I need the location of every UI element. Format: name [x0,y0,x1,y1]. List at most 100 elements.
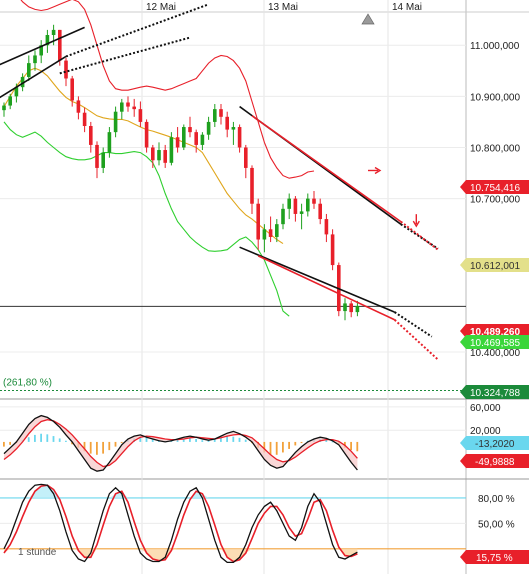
candle-body [27,63,31,77]
macd-histogram-bar [238,437,241,442]
trendline-extension [393,319,439,361]
price-tag-label: 10.324,788 [470,388,520,399]
date-label: 13 Mai [268,2,298,13]
macd-tick-label: 60,000 [470,403,501,414]
macd-histogram-bar [263,441,266,453]
candle-body [126,102,130,107]
candle-body [206,121,211,135]
candle-body [268,229,273,237]
candle-body [151,147,155,161]
price-tag-label: 10.469,585 [470,338,520,349]
macd-histogram-bar [102,441,104,454]
candle-body [287,198,291,209]
price-tag [460,180,529,194]
macd-histogram-bar [244,439,247,442]
macd-histogram-bar [226,436,228,442]
candle-body [132,106,136,110]
stochastic-oversold-fill [4,548,358,562]
price-tick-label: 10.800,000 [470,143,520,154]
trendline-extension [65,3,209,58]
candle-body [299,211,304,214]
price-tag [460,385,529,399]
trendline-extension [59,36,191,75]
candle-body [2,105,6,111]
arrow-right-icon [374,166,382,175]
candle-body [113,111,118,133]
macd-histogram-bar [201,440,204,442]
candle-body [20,76,25,88]
fib-extension-label: (261,80 %) [3,377,52,388]
overlay-bollinger-lower [3,121,290,317]
candle-body [8,96,12,106]
price-tag [460,335,529,349]
candle-body [33,55,37,64]
candle-body [312,198,316,204]
macd-tick-label: 20,000 [470,426,501,437]
candle-body [281,208,285,225]
macd-histogram-bar [331,441,334,443]
macd-histogram-bar [89,441,92,454]
trendline [257,255,395,321]
macd-histogram-bar [71,441,73,445]
candle-body [225,116,229,130]
candle-body [250,167,254,204]
candle-body [237,127,242,148]
macd-histogram-bar [46,434,49,442]
candle-body [182,127,186,148]
overlay-moving-average [3,67,284,245]
macd-histogram-bar [96,441,98,455]
trendline [239,246,395,313]
macd-value-tag [460,454,529,468]
candle-body [306,198,310,212]
macd-histogram-bar [120,441,123,444]
timeframe-label: 1 stunde [18,547,57,558]
candle-body [343,303,347,312]
candle-body [89,126,93,145]
macd-histogram-bar [9,441,11,445]
macd-value-tag [460,436,529,450]
stochastic-overbought-fill [4,485,358,498]
trendline [251,115,402,223]
stochastic-value-label: 15,75 % [476,553,513,564]
overlay-bollinger-upper [20,0,315,179]
scroll-marker-icon[interactable] [361,13,375,25]
price-tick-label: 10.400,000 [470,348,520,359]
macd-value-label: -49,9888 [475,457,515,468]
candle-body [64,60,68,79]
price-tag-label: 10.612,001 [470,261,520,272]
price-tick-label: 11.000,000 [470,41,520,52]
trendline-extension [400,223,439,250]
price-tag [460,324,529,338]
macd-histogram-bar [3,441,5,447]
trendline [0,26,85,66]
macd-value-label: -13,2020 [475,439,515,450]
macd-histogram-bar [139,437,142,442]
macd-signal-line [3,419,358,468]
candle-body [45,35,50,46]
candle-body [101,152,105,168]
candle-body [213,109,217,122]
candle-body [188,127,192,133]
trendline-extension [394,311,433,338]
candle-body [324,219,329,235]
candle-body [14,87,19,97]
candle-body [39,45,43,56]
macd-histogram-bar [40,433,42,442]
candle-body [200,134,205,145]
price-tick-label: 10.700,000 [470,195,520,206]
candle-body [157,150,161,161]
macd-histogram-bar [350,441,352,451]
macd-histogram-bar [325,439,328,442]
macd-histogram-bar [269,441,272,455]
trendline [0,55,67,99]
macd-histogram-bar [182,438,185,442]
macd-histogram-bar [275,441,278,455]
candle-body [169,137,174,163]
date-label: 12 Mai [146,2,176,13]
candle-body [349,303,353,313]
macd-histogram-bar [34,434,36,442]
candle-body [76,100,81,113]
macd-histogram-bar [176,439,179,442]
candle-body [318,203,322,220]
